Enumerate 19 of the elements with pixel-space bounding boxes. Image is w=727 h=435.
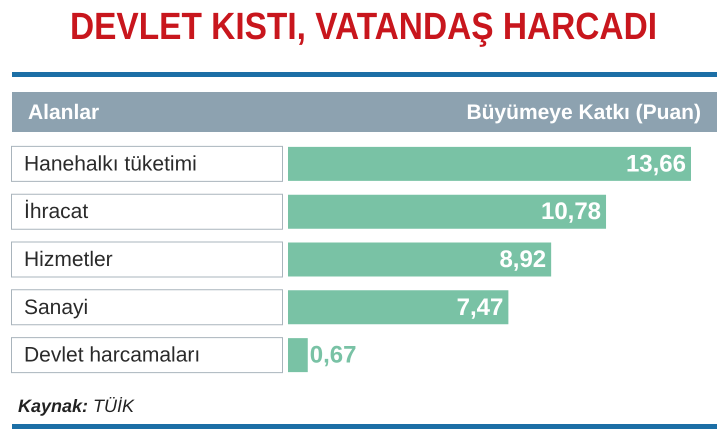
bar bbox=[288, 242, 552, 276]
data-label: 7,47 bbox=[456, 294, 504, 321]
text: Kaynak: TÜİK bbox=[18, 396, 134, 417]
y-tick-label: Devlet harcamaları bbox=[24, 344, 200, 367]
y-tick-label: Hizmetler bbox=[24, 248, 113, 271]
bar bbox=[288, 338, 308, 372]
bar bbox=[288, 194, 606, 229]
data-label: 0,67 bbox=[310, 342, 356, 369]
bar bbox=[288, 146, 691, 181]
y-tick-label: Hanehalkı tüketimi bbox=[24, 152, 197, 176]
bar bbox=[288, 290, 508, 324]
y-axis-title: Alanlar bbox=[28, 101, 100, 125]
y-tick-label: Sanayi bbox=[24, 296, 88, 319]
data-label: 10,78 bbox=[540, 198, 602, 226]
x-axis-title: Büyümeye Katkı (Puan) bbox=[466, 101, 701, 125]
data-label: 13,66 bbox=[626, 150, 686, 178]
chart-title: DEVLET KISTI, VATANDAŞ HARCADI bbox=[68, 6, 658, 49]
y-tick-label: İhracat bbox=[24, 199, 88, 224]
data-label: 8,92 bbox=[499, 246, 546, 273]
